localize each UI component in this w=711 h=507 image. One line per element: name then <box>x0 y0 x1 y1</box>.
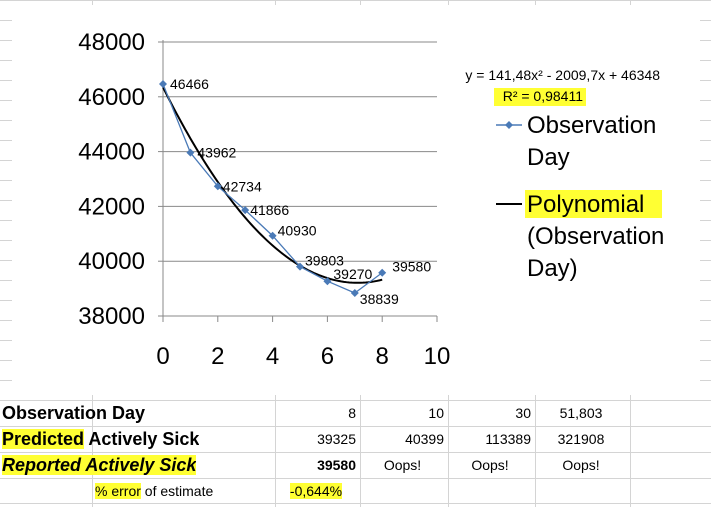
table-cell-text: 39325 <box>317 431 356 447</box>
legend-label: Day) <box>527 255 578 282</box>
data-label: 39270 <box>333 266 372 282</box>
table-cell: 10 <box>361 401 444 426</box>
table-cell: 30 <box>449 401 531 426</box>
x-tick-label: 0 <box>156 343 169 370</box>
table-cell: Oops! <box>536 453 626 478</box>
row-label-percent-error-text: % error <box>95 483 141 499</box>
data-label: 42734 <box>223 178 262 194</box>
data-point-marker <box>213 182 222 191</box>
y-tick-label: 48000 <box>78 29 145 56</box>
x-tick-label: 4 <box>266 343 279 370</box>
x-tick-label: 8 <box>376 343 389 370</box>
legend-label: Polynomial <box>527 191 644 218</box>
table-cell: 51,803 <box>536 401 626 426</box>
y-tick-label: 46000 <box>78 84 145 111</box>
data-label: 39580 <box>392 259 431 275</box>
table-cell-text: -0,644% <box>289 483 343 499</box>
observation-markers <box>159 80 387 298</box>
table-cell: 40399 <box>361 427 444 452</box>
table-cell: 39325 <box>276 427 356 452</box>
table-cell-text: 10 <box>428 405 444 421</box>
legend: Observation Day Polynomial (Observation Day) <box>496 112 664 282</box>
table-cell: Oops! <box>361 453 444 478</box>
data-point-marker <box>186 148 195 157</box>
data-label: 41866 <box>250 202 289 218</box>
data-label: 38839 <box>360 291 399 307</box>
row-label-predicted-text: Predicted <box>2 429 85 449</box>
table-cell: 321908 <box>536 427 626 452</box>
table-cell-text: 8 <box>348 405 356 421</box>
data-label: 39803 <box>305 253 344 269</box>
row-label-percent-error-suffix: of estimate <box>140 483 214 499</box>
row-label-reported: Reported Actively Sick <box>2 453 197 478</box>
legend-highlight <box>525 190 662 218</box>
y-tick-label: 44000 <box>78 139 145 166</box>
r-squared-highlight <box>494 88 586 106</box>
y-tick-label: 40000 <box>78 248 145 275</box>
table-cell: 113389 <box>449 427 531 452</box>
x-tick-label: 2 <box>211 343 224 370</box>
table-cell: 8 <box>276 401 356 426</box>
table-cell-text: 40399 <box>405 431 444 447</box>
row-label-predicted-suffix: Actively Sick <box>84 429 200 449</box>
plot-gridlines <box>163 41 437 262</box>
row-label-percent-error: % error of estimate <box>95 479 213 504</box>
data-point-marker <box>241 206 250 215</box>
data-point-marker <box>323 277 332 286</box>
table-cell-text: 321908 <box>557 431 605 447</box>
y-axis-tick-labels: 48000 46000 44000 42000 40000 38000 <box>78 29 145 330</box>
data-label: 46466 <box>170 76 209 92</box>
legend-label: (Observation <box>527 223 664 250</box>
data-label: 40930 <box>278 223 317 239</box>
data-point-marker <box>296 262 304 271</box>
y-tick-label: 38000 <box>78 303 145 330</box>
legend-observation-marker <box>505 121 513 129</box>
trendline-equation: y = 141,48x² - 2009,7x + 46348 R² = 0,98… <box>465 67 660 106</box>
data-point-marker <box>378 268 387 277</box>
table-cell-text: Oops! <box>471 457 509 473</box>
table-cell-text: 51,803 <box>559 405 603 421</box>
r-squared-text: R² = 0,98411 <box>503 88 584 104</box>
chart: 48000 46000 44000 42000 40000 38000 0 2 4 6 8 10 4… <box>78 29 664 370</box>
data-point-marker <box>268 231 277 240</box>
table-cell: 39580 <box>276 453 356 478</box>
y-tick-label: 42000 <box>78 193 145 220</box>
x-tick-label: 10 <box>424 343 451 370</box>
legend-label: Observation <box>527 112 656 139</box>
table-cell-text: Oops! <box>383 457 422 473</box>
table-cell: Oops! <box>449 453 531 478</box>
polynomial-trendline <box>162 86 383 284</box>
legend-label: Day <box>527 144 570 171</box>
row-label-observation-day: Observation Day <box>2 401 145 426</box>
data-point-marker <box>159 80 167 89</box>
table-cell-text: Oops! <box>562 457 600 473</box>
x-axis-tick-labels: 0 2 4 6 8 10 <box>156 343 450 370</box>
table-cell: -0,644% <box>276 479 356 504</box>
equation-text: y = 141,48x² - 2009,7x + 46348 <box>465 67 660 83</box>
table-cell-text: 30 <box>515 405 531 421</box>
data-point-marker <box>350 289 359 298</box>
data-label: 43962 <box>197 145 236 161</box>
row-label-observation-day-text: Observation Day <box>2 403 146 423</box>
x-tick-label: 6 <box>321 343 334 370</box>
row-label-predicted: Predicted Actively Sick <box>2 427 199 452</box>
table-cell-text: 39580 <box>317 457 356 473</box>
table-cell-text: 113389 <box>485 431 531 447</box>
row-label-reported-text: Reported Actively Sick <box>2 455 197 475</box>
